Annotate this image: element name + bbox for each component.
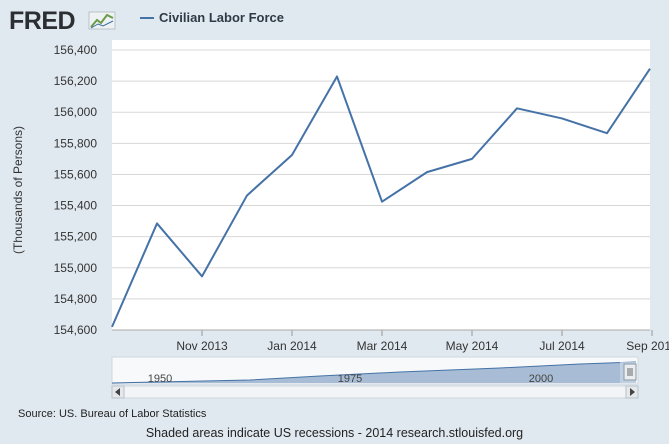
- y-tick-label: 154,600: [54, 323, 98, 337]
- source-note: Source: US. Bureau of Labor Statistics: [18, 408, 207, 420]
- fred-logo-graph-icon: [88, 11, 116, 30]
- legend-series-label: Civilian Labor Force: [159, 10, 284, 25]
- plot-area: [112, 40, 650, 330]
- x-tick-label: Jan 2014: [267, 339, 317, 353]
- series-group: [111, 68, 651, 328]
- navigator-handle[interactable]: [623, 363, 637, 381]
- y-axis-ticks: 154,600 154,800 155,000 155,200 155,400 155,6…: [54, 43, 98, 337]
- y-tick-label: 155,400: [54, 199, 98, 213]
- y-tick-label: 155,800: [54, 136, 98, 150]
- y-tick-label: 155,600: [54, 167, 98, 181]
- x-tick-label: Nov 2013: [176, 339, 228, 353]
- navigator-line: [111, 361, 637, 384]
- x-tick-label: Sep 2014: [626, 339, 669, 353]
- y-tick-label: 156,000: [54, 105, 98, 119]
- scroll-right-icon: [630, 388, 635, 396]
- navigator-year-label: 2000: [529, 373, 553, 385]
- legend: Civilian Labor Force: [140, 10, 284, 25]
- x-tick-label: May 2014: [446, 339, 499, 353]
- navigator-labels: 1950 1975 2000: [148, 373, 553, 385]
- fred-logo[interactable]: FRED: [9, 7, 116, 35]
- navigator-area: [112, 362, 636, 383]
- navigator[interactable]: 1950 1975 2000: [111, 356, 639, 385]
- scroll-left-icon: [115, 388, 120, 396]
- scrollbar-track: [111, 385, 639, 399]
- x-tick-label: Jul 2014: [539, 339, 585, 353]
- y-tick-label: 154,800: [54, 292, 98, 306]
- y-tick-label: 155,000: [54, 261, 98, 275]
- x-axis-ticks: Nov 2013 Jan 2014 Mar 2014 May 2014 Jul 2014…: [112, 329, 669, 353]
- y-tick-label: 156,200: [54, 74, 98, 88]
- scrollbar[interactable]: [111, 385, 639, 399]
- fred-logo-text: FRED: [9, 7, 75, 35]
- navigator-year-label: 1975: [338, 373, 362, 385]
- navigator-year-label: 1950: [148, 373, 172, 385]
- series-line: [111, 68, 651, 328]
- x-tick-label: Mar 2014: [357, 339, 408, 353]
- y-axis-label: (Thousands of Persons): [11, 126, 25, 254]
- y-tick-label: 156,400: [54, 43, 98, 57]
- y-tick-label: 155,200: [54, 230, 98, 244]
- footer-note: Shaded areas indicate US recessions - 20…: [145, 426, 524, 440]
